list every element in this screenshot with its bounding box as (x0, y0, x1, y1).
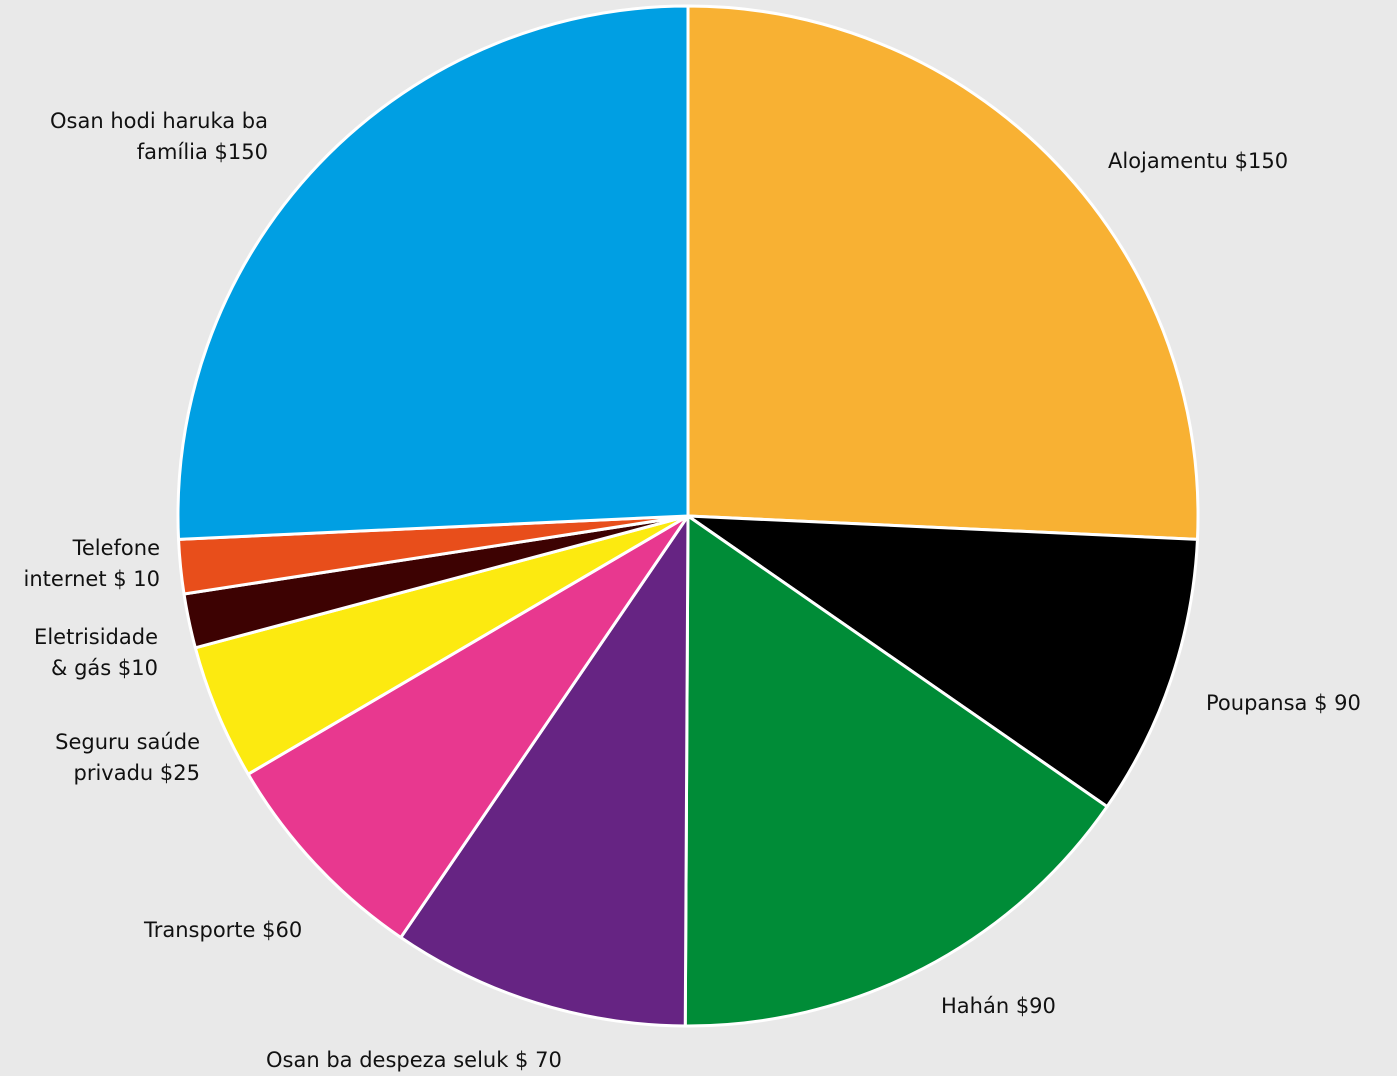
label-line: Poupansa $ 90 (1206, 691, 1361, 715)
label-line: Osan ba despeza seluk $ 70 (266, 1048, 562, 1072)
label-line: privadu $25 (73, 761, 201, 785)
pie-slice-familia (176, 4, 690, 541)
label-transporte: Transporte $60 (144, 915, 302, 946)
pie-slice-hahan (683, 514, 1109, 1028)
label-line: internet $ 10 (23, 567, 160, 591)
pie-slice-despeza-seluk (399, 514, 690, 1028)
label-line: Seguru saúde (55, 730, 200, 754)
label-line: Osan hodi haruka ba (50, 109, 268, 133)
label-hahan: Hahán $90 (941, 991, 1056, 1022)
label-telefone: Telefone internet $ 10 (24, 533, 160, 595)
label-eletrisidade: Eletrisidade & gás $10 (34, 622, 158, 684)
label-line: Alojamentu $150 (1108, 149, 1289, 173)
label-line: Telefone (72, 536, 160, 560)
pie-slice-poupansa (686, 514, 1199, 809)
label-line: & gás $10 (51, 656, 158, 680)
label-poupansa: Poupansa $ 90 (1206, 688, 1361, 719)
label-line: Eletrisidade (34, 625, 158, 649)
pie-slice-alojamentu (686, 4, 1200, 541)
label-despeza-seluk: Osan ba despeza seluk $ 70 (266, 1045, 562, 1076)
label-line: Transporte $60 (144, 918, 303, 942)
label-familia: Osan hodi haruka ba família $150 (50, 106, 268, 168)
pie-slice-transporte (246, 514, 690, 939)
label-line: família $150 (136, 140, 268, 164)
label-line: Hahán $90 (941, 994, 1056, 1018)
label-seguru: Seguru saúde privadu $25 (55, 727, 200, 789)
label-alojamentu: Alojamentu $150 (1108, 146, 1288, 177)
